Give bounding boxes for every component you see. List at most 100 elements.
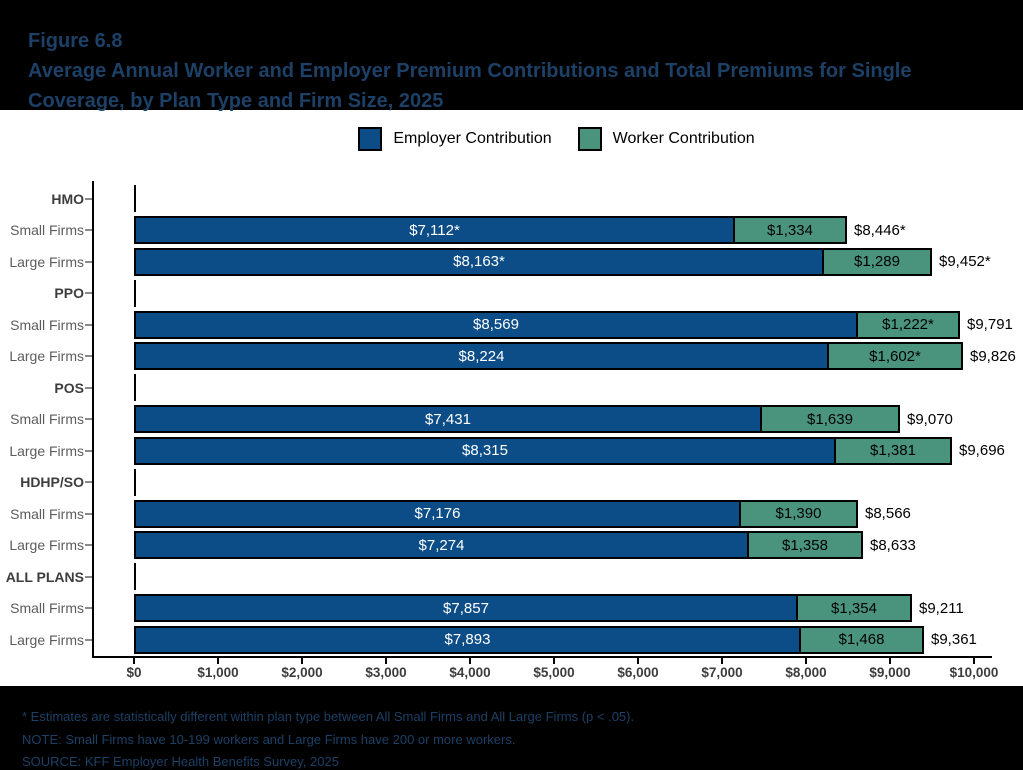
firm-row-label: Small Firms: [10, 316, 84, 333]
firm-row-label: Small Firms: [10, 505, 84, 522]
x-axis-tick: [385, 658, 387, 664]
y-axis-line: [92, 181, 94, 658]
plan-row-label: PPO: [54, 285, 84, 302]
plan-row: POS: [0, 372, 1023, 404]
bar-row: Small Firms $7,176 $1,390 $8,566: [0, 498, 1023, 530]
employer-segment: $7,893: [136, 627, 799, 652]
worker-segment: $1,334: [733, 218, 845, 243]
employer-value-label: $7,857: [443, 599, 489, 617]
bar-row: Small Firms $7,431 $1,639 $9,070: [0, 404, 1023, 436]
plan-row-label: ALL PLANS: [5, 568, 84, 585]
bar-row: Large Firms $8,224 $1,602* $9,826: [0, 341, 1023, 373]
x-axis-tick: [805, 658, 807, 664]
bar-row: Small Firms $7,112* $1,334 $8,446*: [0, 215, 1023, 247]
bar-row: Small Firms $8,569 $1,222* $9,791: [0, 309, 1023, 341]
x-axis-tick-label: $9,000: [869, 665, 911, 680]
stacked-bar: $8,315 $1,381: [134, 436, 952, 465]
employer-segment: $7,857: [136, 596, 796, 621]
y-axis-tick: [85, 260, 92, 263]
employer-value-label: $7,893: [444, 631, 491, 649]
stacked-bar: $7,274 $1,358: [134, 531, 863, 560]
employer-value-label: $8,315: [462, 442, 508, 460]
y-axis-tick: [85, 481, 92, 484]
zero-baseline-mark: [134, 468, 136, 496]
total-value-label: $9,070: [907, 410, 953, 428]
legend-item-employer: Employer Contribution: [358, 127, 552, 151]
employer-segment: $8,224: [136, 344, 827, 369]
x-axis-tick-label: $7,000: [701, 665, 743, 680]
plan-row-label: HDHP/SO: [20, 474, 84, 491]
y-axis-tick: [85, 418, 92, 421]
worker-segment: $1,639: [760, 407, 898, 432]
chart-plot-area: HMO Small Firms $7,112* $1,334 $8,446* Large …: [0, 181, 1023, 658]
x-axis-tick: [973, 658, 975, 664]
firm-row-label: Large Firms: [9, 442, 84, 459]
employer-value-label: $7,431: [425, 410, 471, 428]
stacked-bar: $8,569 $1,222*: [134, 310, 960, 339]
plan-row-label: HMO: [51, 190, 84, 207]
worker-segment: $1,602*: [827, 344, 961, 369]
y-axis-tick: [85, 292, 92, 295]
x-axis-tick: [637, 658, 639, 664]
figure-title: Average Annual Worker and Employer Premi…: [28, 60, 912, 112]
bar-row: Small Firms $7,857 $1,354 $9,211: [0, 593, 1023, 625]
firm-row-label: Large Firms: [9, 348, 84, 365]
y-axis-tick: [85, 386, 92, 389]
stacked-bar: $7,857 $1,354: [134, 594, 912, 623]
worker-value-label: $1,390: [775, 505, 822, 523]
footnote-source: SOURCE: KFF Employer Health Benefits Sur…: [22, 754, 339, 769]
stacked-bar: $8,163* $1,289: [134, 247, 932, 276]
x-axis-tick: [889, 658, 891, 664]
bar-row: Large Firms $8,163* $1,289 $9,452*: [0, 246, 1023, 278]
employer-value-label: $8,163*: [453, 253, 505, 271]
total-value-label: $9,452*: [939, 253, 991, 271]
y-axis-tick: [85, 323, 92, 326]
total-value-label: $8,633: [870, 536, 916, 554]
bar-row: Large Firms $7,274 $1,358 $8,633: [0, 530, 1023, 562]
title-banner: Figure 6.8 Average Annual Worker and Emp…: [0, 0, 1023, 112]
stacked-bar: $8,224 $1,602*: [134, 342, 963, 371]
y-axis-tick: [85, 449, 92, 452]
x-axis-tick: [469, 658, 471, 664]
worker-value-label: $1,468: [838, 631, 885, 649]
y-axis-tick: [85, 544, 92, 547]
y-axis-tick: [85, 575, 92, 578]
stacked-bar: $7,176 $1,390: [134, 499, 858, 528]
worker-value-label: $1,602*: [869, 347, 921, 365]
zero-baseline-mark: [134, 374, 136, 401]
total-value-label: $9,696: [959, 442, 1005, 460]
worker-segment: $1,289: [822, 249, 930, 274]
figure-number: Figure 6.8: [28, 30, 123, 52]
plan-row: PPO: [0, 278, 1023, 310]
total-value-label: $9,826: [970, 347, 1016, 365]
total-value-label: $8,566: [865, 505, 911, 523]
worker-segment: $1,358: [747, 533, 861, 558]
employer-segment: $7,112*: [136, 218, 733, 243]
footnote-significance: * Estimates are statistically different …: [22, 709, 635, 724]
x-axis-tick-label: $6,000: [617, 665, 659, 680]
worker-value-label: $1,289: [854, 253, 900, 271]
employer-value-label: $7,112*: [409, 221, 460, 239]
legend-label-employer: Employer Contribution: [393, 130, 552, 147]
firm-row-label: Large Firms: [9, 253, 84, 270]
worker-segment: $1,354: [796, 596, 910, 621]
x-axis-tick: [217, 658, 219, 664]
y-axis-tick: [85, 607, 92, 610]
employer-segment: $7,176: [136, 501, 739, 526]
stacked-bar: $7,431 $1,639: [134, 405, 900, 434]
legend-label-worker: Worker Contribution: [612, 130, 755, 147]
worker-value-label: $1,358: [782, 536, 828, 554]
x-axis-tick-label: $3,000: [365, 665, 407, 680]
x-axis-tick-label: $2,000: [281, 665, 323, 680]
employer-segment: $8,163*: [136, 249, 822, 274]
total-value-label: $9,211: [919, 599, 964, 617]
worker-segment: $1,468: [799, 627, 922, 652]
worker-swatch-icon: [577, 127, 602, 151]
worker-value-label: $1,639: [807, 410, 853, 428]
employer-segment: $7,274: [136, 533, 747, 558]
legend: Employer Contribution Worker Contributio…: [0, 124, 1023, 154]
worker-segment: $1,390: [739, 501, 856, 526]
employer-value-label: $8,224: [458, 347, 505, 365]
x-axis-tick-label: $0: [126, 665, 142, 680]
